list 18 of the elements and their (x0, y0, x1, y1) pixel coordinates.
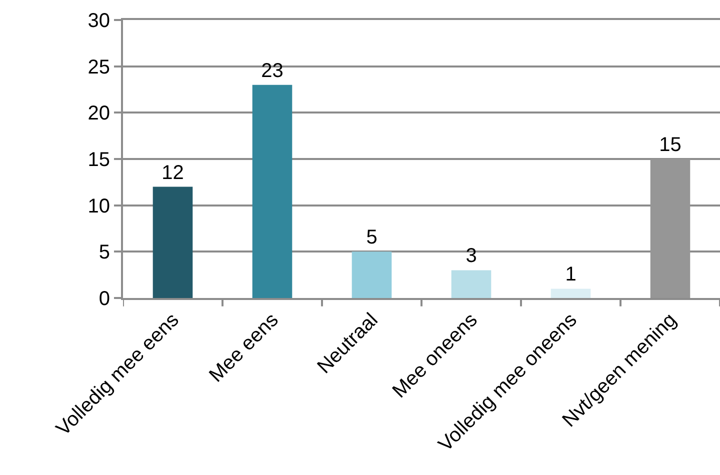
data-label: 12 (162, 162, 184, 184)
y-tick-label: 20 (88, 102, 110, 125)
bar (352, 252, 392, 298)
y-tick-label: 0 (98, 288, 110, 310)
y-tick-label: 15 (88, 149, 110, 171)
data-label: 5 (366, 226, 378, 249)
data-label: 1 (565, 264, 576, 286)
y-tick-label: 10 (88, 195, 110, 218)
bar (152, 186, 193, 298)
bar (252, 84, 292, 298)
data-label: 3 (466, 245, 477, 268)
bar (550, 288, 591, 298)
data-label: 23 (261, 60, 284, 82)
bar (451, 270, 492, 298)
y-tick-label: 5 (98, 242, 110, 264)
y-tick-label: 25 (88, 56, 110, 78)
data-label: 15 (659, 134, 682, 156)
y-tick-label: 30 (88, 10, 110, 32)
